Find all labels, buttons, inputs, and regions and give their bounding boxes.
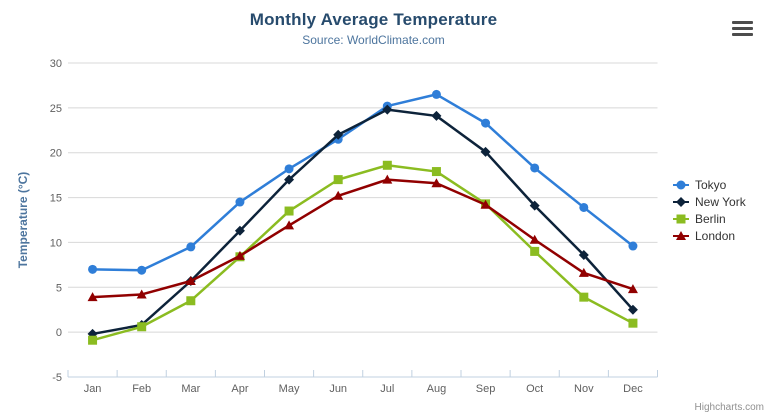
- data-point-tokyo[interactable]: [431, 89, 441, 99]
- data-point-new-york[interactable]: [578, 249, 589, 260]
- hamburger-icon: [732, 26, 753, 31]
- series-line-tokyo[interactable]: [91, 93, 635, 272]
- data-point-london[interactable]: [185, 276, 196, 286]
- data-point-new-york[interactable]: [382, 104, 393, 115]
- data-point-berlin[interactable]: [137, 322, 147, 332]
- legend-marker-triangle-icon[interactable]: [676, 230, 686, 240]
- data-point-london[interactable]: [578, 267, 589, 277]
- data-point-london[interactable]: [284, 220, 295, 230]
- chart-subtitle: Source: WorldClimate.com: [302, 33, 445, 47]
- legend-marker-circle-icon: [673, 180, 689, 189]
- legend-marker-circle-icon[interactable]: [676, 180, 686, 189]
- legend-label: London: [695, 228, 736, 243]
- data-point-berlin[interactable]: [186, 296, 196, 306]
- data-point-tokyo[interactable]: [579, 202, 589, 212]
- x-axis-label: Sep: [476, 383, 496, 395]
- data-point-tokyo[interactable]: [481, 118, 491, 128]
- x-axis-label: Feb: [132, 383, 151, 395]
- y-axis-label: 5: [56, 282, 62, 294]
- data-point-tokyo[interactable]: [186, 242, 196, 252]
- legend-marker-triangle-icon: [673, 230, 689, 240]
- y-axis-title: Temperature (°C): [16, 172, 30, 269]
- data-point-new-york[interactable]: [431, 110, 442, 121]
- data-point-london[interactable]: [431, 178, 442, 188]
- x-axis-label: Dec: [623, 383, 643, 395]
- hamburger-icon: [732, 21, 753, 25]
- legend-item-berlin[interactable]: Berlin: [673, 210, 746, 227]
- x-axis-label: Jun: [329, 383, 347, 395]
- data-point-berlin[interactable]: [530, 246, 540, 256]
- data-point-london[interactable]: [87, 292, 98, 302]
- legend-item-new-york[interactable]: New York: [673, 193, 746, 210]
- data-point-berlin[interactable]: [579, 292, 589, 302]
- legend-item-tokyo[interactable]: Tokyo: [673, 176, 746, 193]
- x-axis-label: Aug: [427, 383, 447, 395]
- data-point-berlin[interactable]: [284, 206, 294, 216]
- data-point-new-york[interactable]: [480, 146, 491, 157]
- data-point-berlin[interactable]: [333, 175, 343, 185]
- data-point-tokyo[interactable]: [235, 197, 245, 207]
- data-point-new-york[interactable]: [627, 304, 638, 315]
- x-axis-label: Mar: [181, 383, 200, 395]
- context-menu-button[interactable]: [732, 21, 753, 36]
- data-point-london[interactable]: [382, 174, 393, 184]
- y-axis-label: 15: [50, 193, 62, 205]
- x-axis-label: Jan: [84, 383, 102, 395]
- legend-marker-diamond-icon: [673, 196, 689, 207]
- x-axis-label: Apr: [231, 383, 248, 395]
- x-axis-label: Nov: [574, 383, 594, 395]
- data-point-berlin[interactable]: [431, 167, 441, 177]
- x-axis-label: Oct: [526, 383, 543, 395]
- data-point-london[interactable]: [333, 190, 344, 200]
- chart-title: Monthly Average Temperature: [249, 10, 498, 29]
- series-line-london[interactable]: [91, 178, 635, 299]
- series-line-berlin[interactable]: [91, 164, 635, 342]
- legend-item-london[interactable]: London: [673, 227, 746, 244]
- data-point-new-york[interactable]: [529, 200, 540, 211]
- data-point-london[interactable]: [234, 250, 245, 260]
- data-point-new-york[interactable]: [234, 225, 245, 236]
- x-axis-label: Jul: [380, 383, 394, 395]
- y-axis-label: 30: [50, 58, 62, 70]
- hamburger-icon: [732, 32, 753, 36]
- y-axis-label: 20: [50, 148, 62, 160]
- data-point-berlin[interactable]: [88, 335, 98, 345]
- data-point-tokyo[interactable]: [88, 264, 98, 274]
- data-point-berlin[interactable]: [628, 318, 638, 328]
- data-point-berlin[interactable]: [382, 160, 392, 170]
- y-axis-label: -5: [52, 372, 62, 384]
- legend-label: New York: [695, 194, 746, 209]
- legend-marker-square-icon[interactable]: [676, 214, 686, 223]
- y-axis-label: 0: [56, 327, 62, 339]
- data-point-london[interactable]: [529, 234, 540, 244]
- data-point-tokyo[interactable]: [628, 241, 638, 251]
- x-axis-label: May: [279, 383, 300, 395]
- legend-label: Tokyo: [695, 177, 727, 192]
- data-point-london[interactable]: [136, 289, 147, 299]
- legend-label: Berlin: [695, 211, 726, 226]
- data-point-new-york[interactable]: [284, 174, 295, 185]
- data-point-tokyo[interactable]: [284, 164, 294, 174]
- credits-link[interactable]: Highcharts.com: [694, 402, 764, 413]
- data-point-london[interactable]: [480, 199, 491, 209]
- y-axis-label: 25: [50, 103, 62, 115]
- data-point-tokyo[interactable]: [137, 265, 147, 275]
- data-point-london[interactable]: [627, 284, 638, 294]
- y-axis-label: 10: [50, 237, 62, 249]
- series-line-new-york[interactable]: [91, 108, 635, 336]
- legend-marker-diamond-icon[interactable]: [676, 196, 686, 207]
- legend: Tokyo New York Berlin London: [673, 176, 746, 244]
- data-point-tokyo[interactable]: [530, 163, 540, 173]
- data-point-new-york[interactable]: [333, 129, 344, 140]
- legend-marker-square-icon: [673, 214, 689, 223]
